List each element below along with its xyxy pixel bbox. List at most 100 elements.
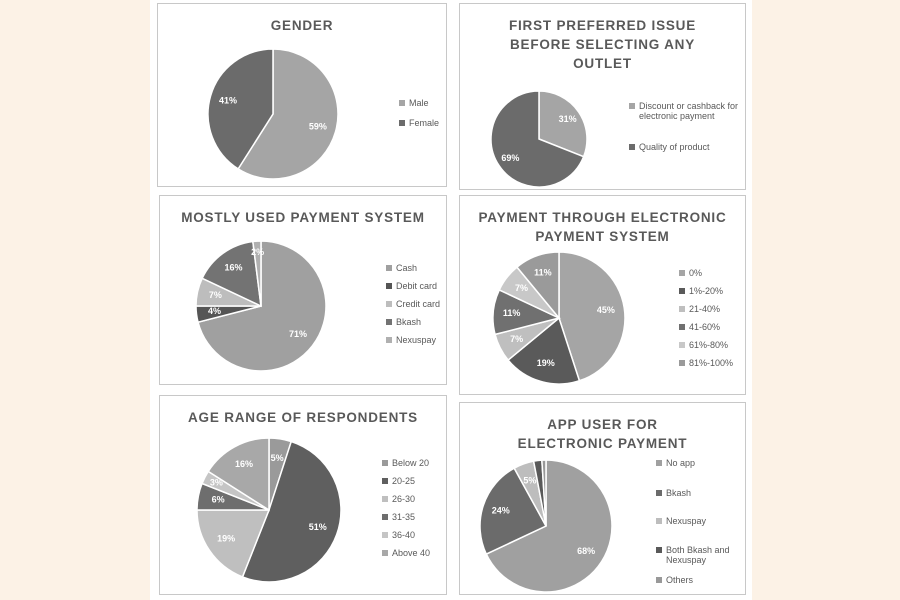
legend-swatch [382,550,388,556]
legend-swatch [382,496,388,502]
data-label: 71% [289,329,307,339]
legend-item: Nexuspay [386,335,446,345]
pie-slice [485,459,613,593]
data-label: 6% [212,495,225,505]
data-label: 11% [534,268,552,278]
legend-item: 61%-80% [679,340,739,350]
legend-item: Female [399,118,449,128]
legend-label: Debit card [396,281,438,291]
chart-box: 71% 4% 7% 16% 2% MOSTLY USED PAYMENT SYSTEM Ca… [159,195,447,385]
legend-label: Discount or cashback for electronic paym… [639,101,739,121]
data-label: 51% [309,522,327,532]
legend-label: 26-30 [392,494,416,504]
data-label: 4% [208,306,221,316]
pie-slice [197,240,327,372]
legend-swatch [399,100,405,106]
data-label: 16% [224,263,242,273]
legend-item: 26-30 [382,494,442,504]
legend-swatch [386,265,392,271]
legend-item: Debit card [386,281,446,291]
legend-label: Female [409,118,440,128]
legend-swatch [656,518,662,524]
legend-swatch [382,532,388,538]
pie-chart: 59% 41% [207,48,339,180]
pie-slice [490,90,585,188]
legend-swatch [679,360,685,366]
data-label: 41% [219,95,237,105]
legend-swatch [382,514,388,520]
data-label: 59% [309,121,327,131]
pie-chart: 45% 19% 7% 11% 7% 11% [492,251,626,385]
legend-label: Others [666,575,694,585]
data-label: 3% [210,478,223,488]
chart-title: GENDER [270,18,334,33]
legend-label: Bkash [666,488,692,498]
pie-slice [241,440,342,583]
pie-slice [541,459,547,527]
data-label: 19% [537,358,555,368]
legend-label: 20-25 [392,476,416,486]
legend-item: Both Bkash and Nexuspay [656,545,736,565]
legend-item: Others [656,575,736,585]
legend-label: Nexuspay [666,516,707,526]
legend-item: 81%-100% [679,358,739,368]
pie-slice [196,509,271,578]
legend-item: 0% [679,268,739,278]
chart-title: AGE RANGE OF RESPONDENTS [188,410,418,425]
legend-label: 31-35 [392,512,416,522]
legend-label: No app [666,458,696,468]
legend-item: Bkash [656,488,736,498]
legend-swatch [679,324,685,330]
chart-box: 31% 69% FIRST PREFERRED ISSUE BEFORE SELEC… [459,3,746,190]
legend-item: No app [656,458,736,468]
legend-label: Quality of product [639,142,710,152]
legend-label: 36-40 [392,530,416,540]
legend-label: Above 40 [392,548,431,558]
pie-slice [538,90,588,158]
data-label: 68% [577,546,595,556]
legend-item: Discount or cashback for electronic paym… [629,101,739,121]
data-label: 16% [235,459,253,469]
pie-slice [252,240,262,307]
data-label: 7% [209,290,222,300]
data-label: 19% [217,534,235,544]
data-label: 5% [523,476,536,486]
legend-swatch [679,288,685,294]
legend-item: 20-25 [382,476,442,486]
legend-item: Above 40 [382,548,442,558]
legend-label: 41-60% [689,322,721,332]
pie-slice [515,251,560,321]
legend-label: 61%-80% [689,340,729,350]
data-label: 11% [503,308,521,318]
legend-swatch [679,306,685,312]
chart-title: MOSTLY USED PAYMENT SYSTEM [181,210,425,225]
legend-label: 21-40% [689,304,721,314]
legend-item: Bkash [386,317,446,327]
data-label: 2% [251,247,264,257]
data-label: 31% [559,114,577,124]
chart-box: 68% 24% 5% APP USER FOR ELECTRONIC PAYMENT N… [459,402,746,595]
legend-label: 1%-20% [689,286,724,296]
legend-swatch [679,342,685,348]
legend-item: Below 20 [382,458,442,468]
legend-item: 1%-20% [679,286,739,296]
legend-swatch [629,103,635,109]
legend-label: Both Bkash and Nexuspay [666,545,730,565]
legend-label: Bkash [396,317,422,327]
pie-slice [479,467,548,556]
legend-swatch [382,460,388,466]
pie-chart: 5% 51% 19% 6% 3% 16% [196,437,342,583]
legend-swatch [386,283,392,289]
legend-item: 31-35 [382,512,442,522]
legend-item: Nexuspay [656,516,736,526]
legend-label: Below 20 [392,458,430,468]
legend-swatch [386,319,392,325]
legend-label: 0% [689,268,703,278]
legend-item: 36-40 [382,530,442,540]
data-label: 45% [597,305,615,315]
chart-title: FIRST PREFERRED ISSUE BEFORE SELECTING A… [508,18,697,71]
legend-item: 41-60% [679,322,739,332]
legend-label: Nexuspay [396,335,437,345]
legend-item: Quality of product [629,142,739,152]
